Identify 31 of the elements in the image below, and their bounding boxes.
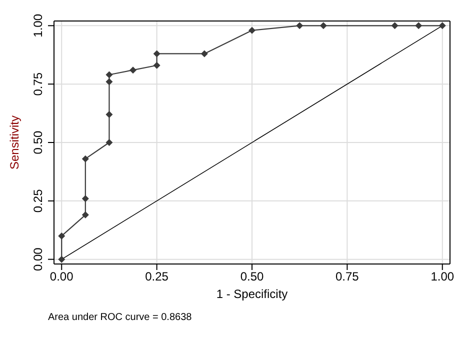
point [106, 71, 113, 78]
point [58, 232, 66, 240]
point [106, 110, 113, 118]
point [320, 22, 327, 30]
x-tick-label: 1.00 [430, 270, 454, 284]
x-tick-label: 0.75 [336, 270, 360, 284]
point [82, 195, 89, 202]
x-axis-title: 1 - Specificity [216, 287, 288, 301]
point [82, 155, 89, 162]
y-tick-label: 0.25 [31, 188, 45, 213]
x-tick-label: 0.25 [145, 270, 169, 284]
x-tick-label: 0.00 [50, 270, 74, 284]
y-tick-label: 0.50 [31, 130, 45, 154]
point [153, 50, 160, 58]
point [296, 22, 304, 30]
point [391, 22, 398, 30]
x-tick-label: 0.50 [240, 270, 264, 284]
point [248, 26, 256, 34]
y-axis-title: Sensitivity [7, 115, 22, 170]
point [153, 62, 160, 69]
point [106, 139, 113, 146]
point [130, 66, 137, 74]
text: Area under ROC curve = 0.8638 [48, 312, 192, 323]
y-tick-label: 0.75 [31, 72, 45, 96]
point [58, 256, 66, 263]
point [200, 50, 208, 58]
y-tick-label: 1.00 [31, 14, 45, 38]
point [82, 211, 89, 218]
point [438, 22, 446, 30]
point [106, 78, 113, 86]
point [415, 22, 422, 30]
